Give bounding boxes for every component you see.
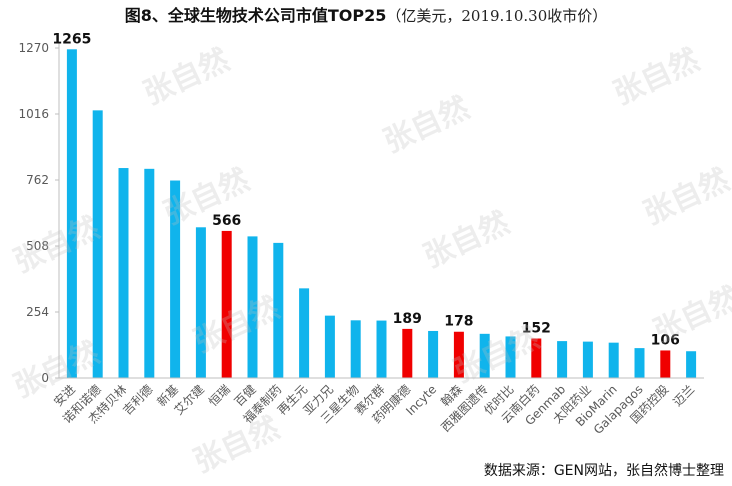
bar-9 — [273, 242, 284, 378]
title-main: 图8、全球生物技术公司市值TOP25 — [124, 6, 387, 25]
data-label: 106 — [651, 332, 680, 348]
y-tick-label: 0 — [41, 371, 49, 385]
data-label: 1265 — [52, 31, 91, 47]
bar-8 — [247, 236, 258, 378]
bar-16 — [453, 331, 464, 378]
bar-series — [66, 49, 697, 378]
title-subtitle: （亿美元，2019.10.30收市价） — [386, 7, 608, 25]
data-labels: 1265 566 189 178 152 106 — [52, 31, 680, 348]
bar-3 — [118, 168, 129, 378]
bar-7 — [221, 230, 232, 378]
bar-15 — [428, 330, 439, 378]
bar-1 — [66, 49, 77, 378]
bar-11 — [324, 315, 335, 378]
x-tick-label: 迈兰 — [670, 382, 697, 409]
y-tick-label: 1016 — [18, 107, 49, 121]
data-label: 566 — [212, 213, 241, 229]
bar-24 — [660, 350, 671, 378]
y-tick-label: 762 — [26, 173, 49, 187]
data-label: 189 — [393, 311, 422, 327]
bar-22 — [608, 342, 619, 378]
source-note: 数据来源：GEN网站，张自然博士整理 — [483, 463, 724, 479]
x-tick-label: 恒瑞 — [206, 382, 233, 409]
x-tick-label: 艾尔建 — [171, 382, 207, 418]
y-axis: 0 254 508 762 1016 1270 — [18, 41, 60, 385]
y-tick-label: 1270 — [18, 41, 49, 55]
data-label: 178 — [444, 314, 473, 330]
bar-21 — [582, 341, 593, 378]
bar-6 — [195, 227, 206, 378]
y-tick-label: 254 — [26, 305, 49, 319]
bar-12 — [350, 320, 361, 378]
bar-23 — [634, 348, 645, 378]
bar-25 — [686, 351, 697, 378]
bar-20 — [557, 341, 568, 378]
x-axis: 安进诺和诺德杰特贝林吉利德新基艾尔建恒瑞百健福泰制药再生元亚力兄三星生物赛尔群药… — [50, 377, 704, 437]
data-label: 152 — [522, 321, 551, 337]
bar-10 — [299, 288, 310, 378]
bar-19 — [531, 338, 542, 378]
bar-18 — [505, 336, 516, 378]
bar-14 — [402, 328, 413, 378]
x-tick-label: 吉利德 — [119, 382, 155, 418]
bar-13 — [376, 320, 387, 378]
bar-2 — [92, 110, 103, 378]
chart-title: 图8、全球生物技术公司市值TOP25（亿美元，2019.10.30收市价） — [0, 2, 732, 26]
bar-4 — [144, 168, 155, 378]
bar-5 — [170, 180, 181, 378]
y-tick-label: 508 — [26, 239, 49, 253]
bar-17 — [479, 333, 490, 378]
